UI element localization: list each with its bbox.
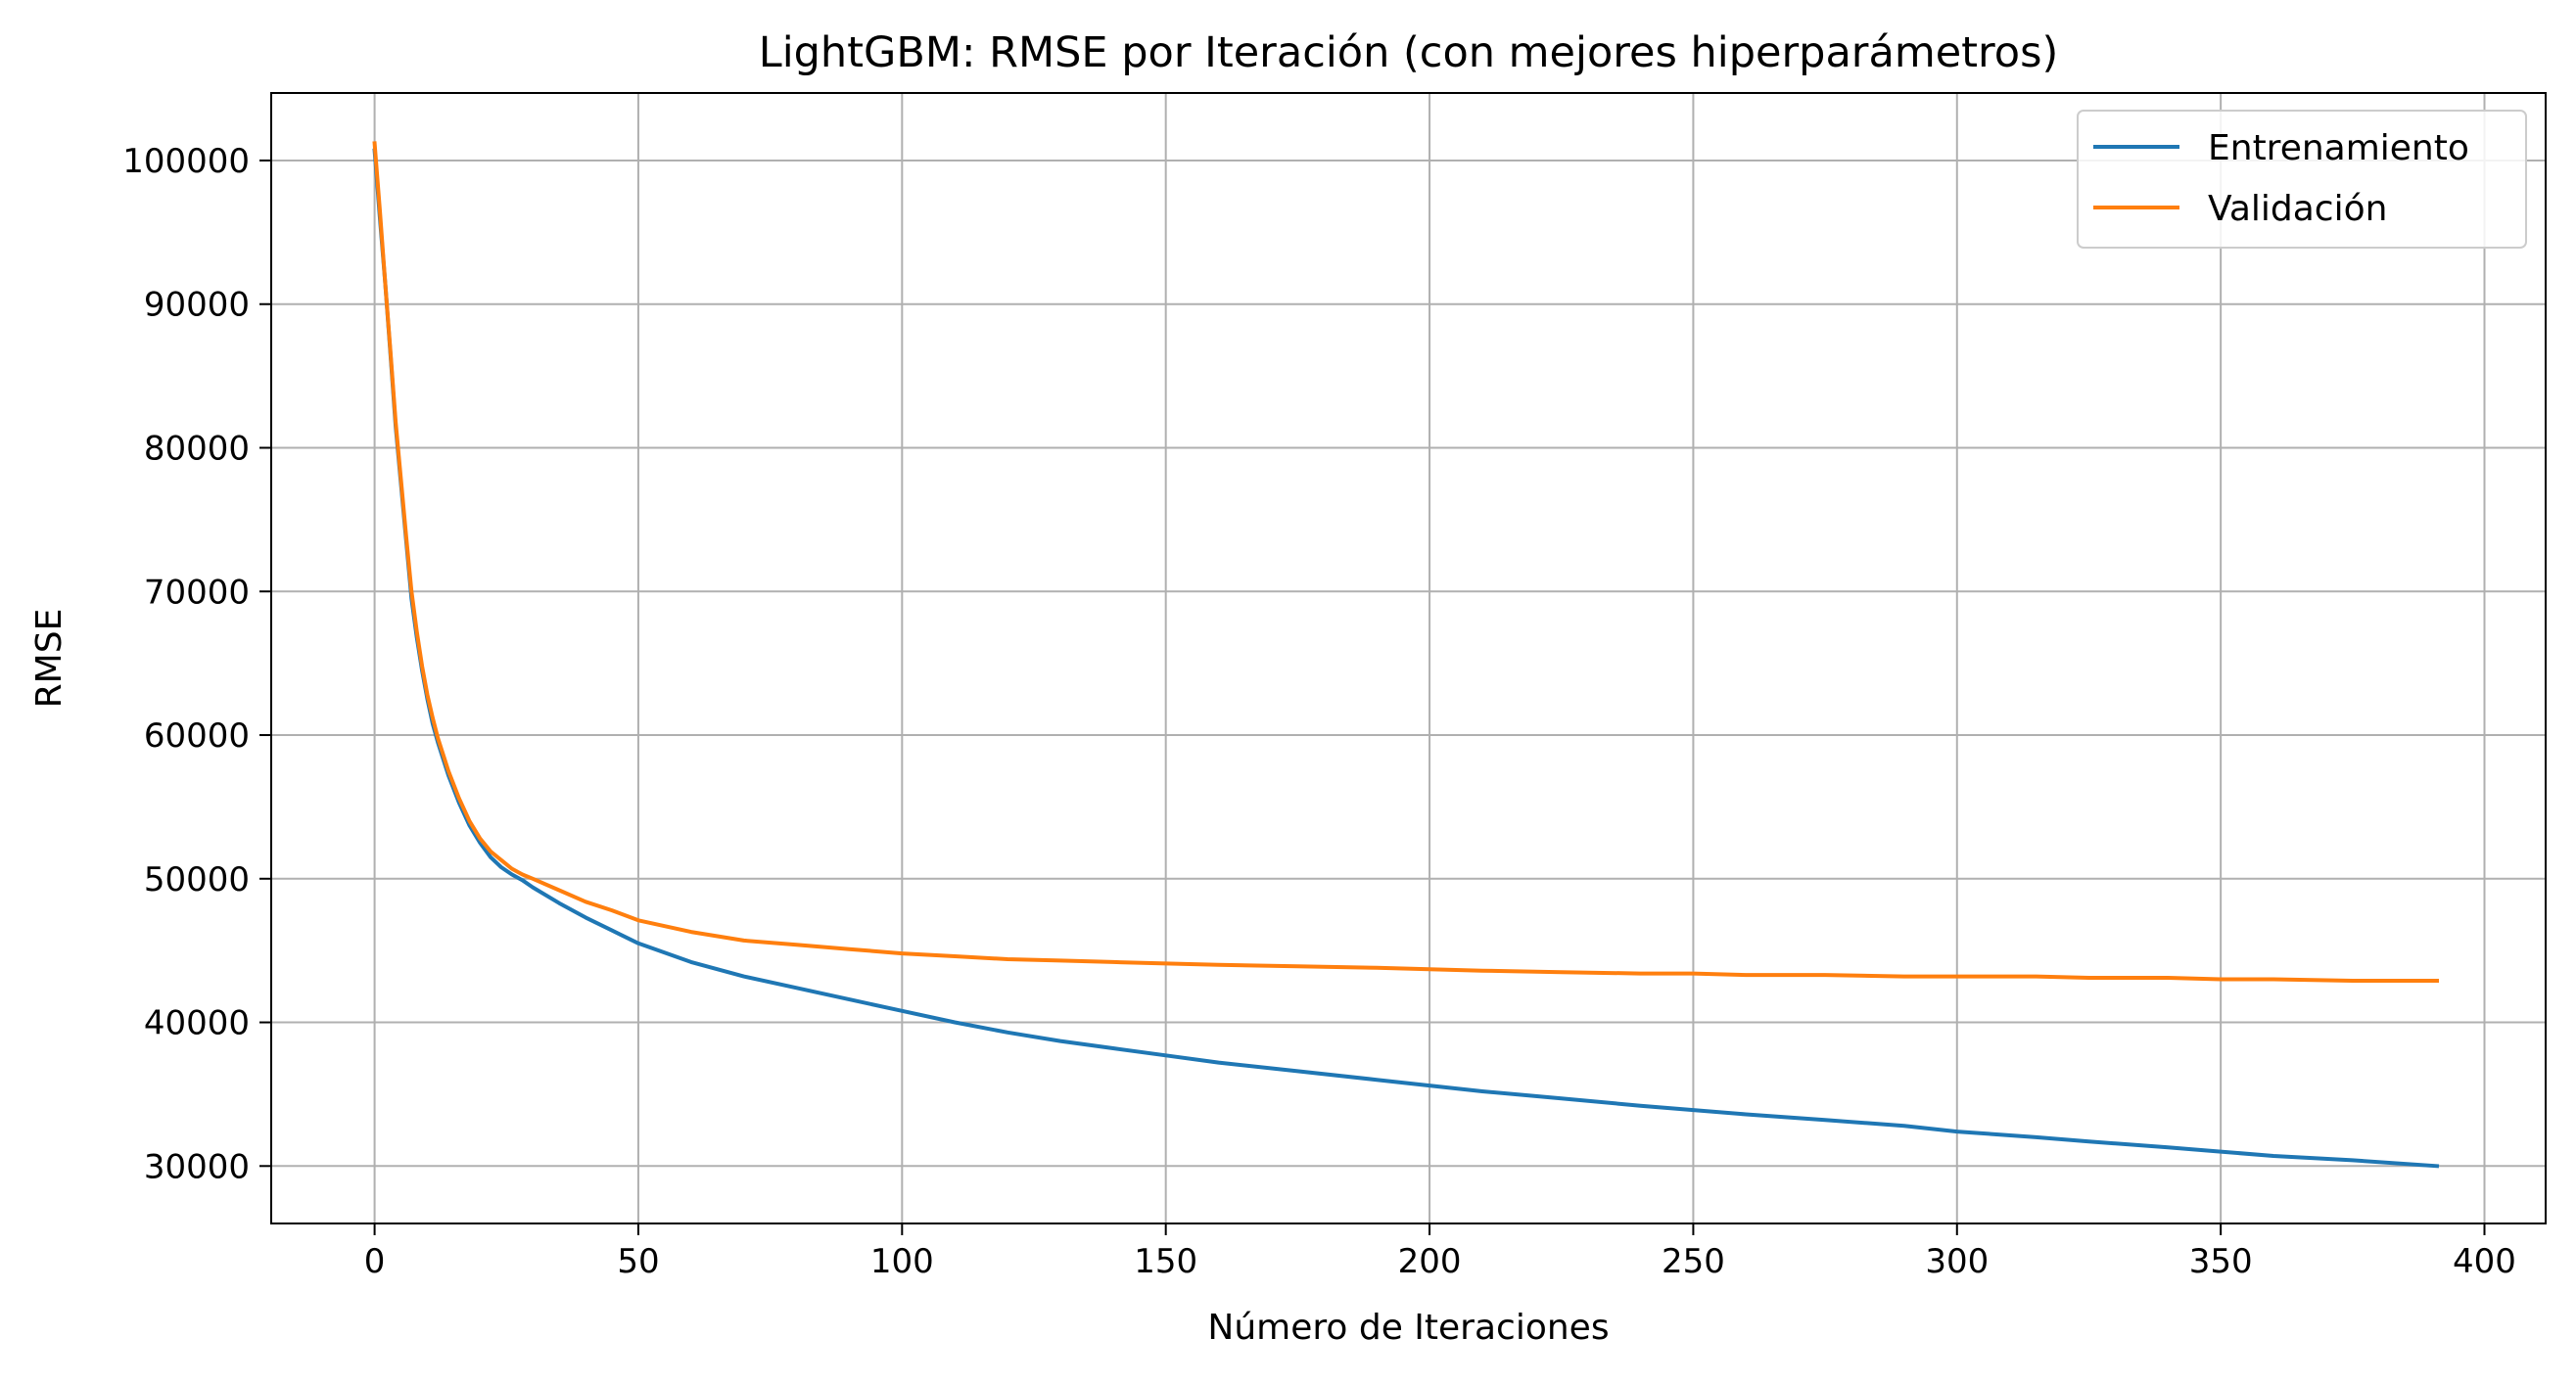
legend-box xyxy=(2077,110,2527,249)
y-tick-label: 100000 xyxy=(122,142,250,181)
y-axis-title: RMSE xyxy=(29,609,70,709)
series-lines xyxy=(372,141,2440,1169)
plot-frame xyxy=(270,92,2547,1224)
y-tick-label: 90000 xyxy=(144,286,250,325)
legend-label-entrenamiento: Entrenamiento xyxy=(2208,128,2469,168)
y-tick-label: 60000 xyxy=(144,716,250,756)
y-tick-label: 80000 xyxy=(144,429,250,468)
series-line-validacion xyxy=(372,141,2439,983)
legend-label-validacion: Validación xyxy=(2208,189,2387,229)
y-tick-label: 70000 xyxy=(144,573,250,612)
x-tick-label: 400 xyxy=(2453,1242,2516,1281)
x-tick-label: 250 xyxy=(1662,1242,1725,1281)
x-tick-label: 350 xyxy=(2189,1242,2253,1281)
y-tick-label: 40000 xyxy=(144,1004,250,1043)
y-tick-label: 50000 xyxy=(144,860,250,900)
chart-title: LightGBM: RMSE por Iteración (con mejore… xyxy=(759,28,2059,77)
x-tick-label: 200 xyxy=(1398,1242,1462,1281)
grid-lines xyxy=(271,93,2546,1223)
x-tick-label: 100 xyxy=(870,1242,934,1281)
x-tick-label: 150 xyxy=(1134,1242,1197,1281)
y-tick-label: 30000 xyxy=(144,1147,250,1186)
x-tick-label: 0 xyxy=(364,1242,386,1281)
x-tick-label: 50 xyxy=(617,1242,659,1281)
x-tick-label: 300 xyxy=(1925,1242,1989,1281)
x-axis-title: Número de Iteraciones xyxy=(1207,1308,1609,1348)
legend: Entrenamiento Validación xyxy=(2077,110,2527,249)
axis-ticks: 0 50 100 150 200 250 300 350 400 30000 40000 50000 6… xyxy=(122,142,2516,1281)
